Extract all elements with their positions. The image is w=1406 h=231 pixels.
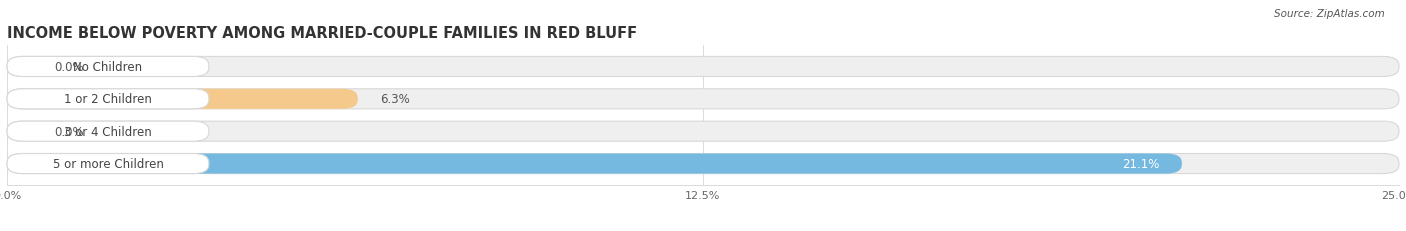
FancyBboxPatch shape <box>7 89 209 109</box>
Text: 3 or 4 Children: 3 or 4 Children <box>65 125 152 138</box>
FancyBboxPatch shape <box>7 154 1399 174</box>
FancyBboxPatch shape <box>7 57 1399 77</box>
Text: 1 or 2 Children: 1 or 2 Children <box>65 93 152 106</box>
FancyBboxPatch shape <box>7 122 209 142</box>
Text: No Children: No Children <box>73 61 142 74</box>
Text: 0.0%: 0.0% <box>55 61 84 74</box>
Text: 6.3%: 6.3% <box>380 93 409 106</box>
FancyBboxPatch shape <box>7 154 209 174</box>
Text: 0.0%: 0.0% <box>55 125 84 138</box>
FancyBboxPatch shape <box>7 89 1399 109</box>
FancyBboxPatch shape <box>7 122 32 142</box>
Text: Source: ZipAtlas.com: Source: ZipAtlas.com <box>1274 9 1385 19</box>
FancyBboxPatch shape <box>7 57 32 77</box>
FancyBboxPatch shape <box>7 89 357 109</box>
FancyBboxPatch shape <box>7 122 1399 142</box>
FancyBboxPatch shape <box>7 57 209 77</box>
Text: INCOME BELOW POVERTY AMONG MARRIED-COUPLE FAMILIES IN RED BLUFF: INCOME BELOW POVERTY AMONG MARRIED-COUPL… <box>7 26 637 41</box>
Text: 5 or more Children: 5 or more Children <box>52 157 163 170</box>
FancyBboxPatch shape <box>7 154 1182 174</box>
Text: 21.1%: 21.1% <box>1122 157 1160 170</box>
